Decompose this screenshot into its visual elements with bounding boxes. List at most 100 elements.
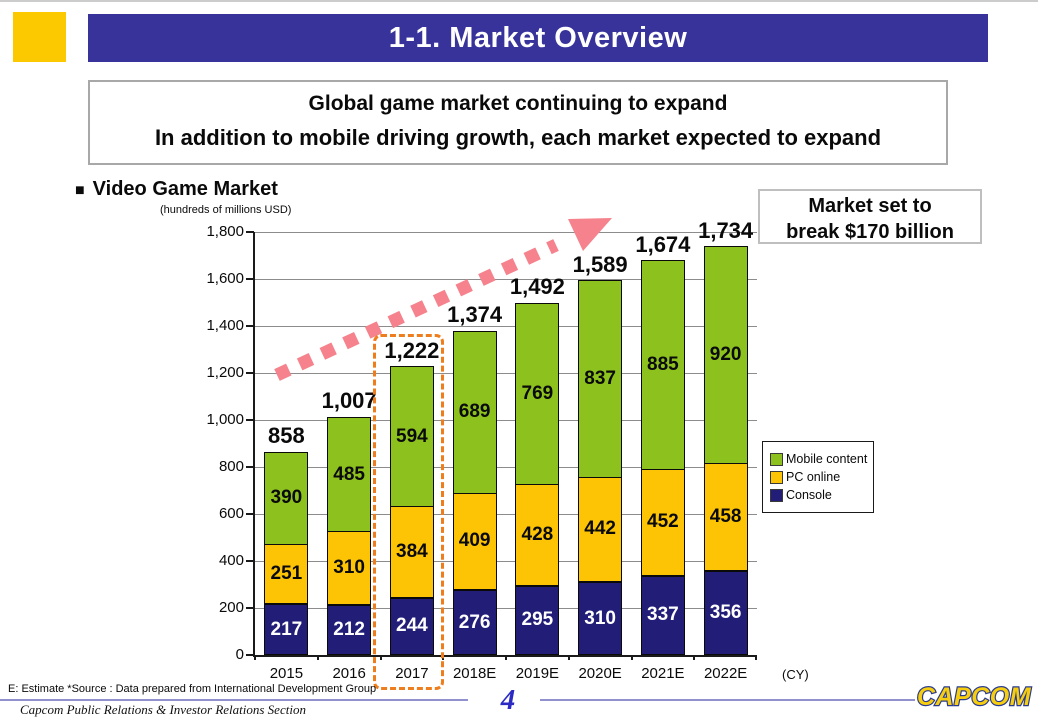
y-axis-labels: 0 200 400 600 800 1,000 1,200 1,400 1,600 1,800	[150, 223, 244, 663]
segment-value-label: 212	[333, 619, 365, 641]
bar-segment-pc-online-2021E: 452	[640, 468, 685, 576]
bar-segment-console-2017: 244	[389, 597, 434, 655]
segment-value-label: 442	[584, 518, 616, 540]
bar-segment-console-2015: 217	[264, 604, 309, 655]
y-tickmark-0	[246, 654, 254, 656]
section-heading-label: Video Game Market	[92, 178, 278, 200]
segment-value-label: 295	[521, 609, 554, 631]
x-axis-label-2015: 2015	[269, 665, 304, 682]
bar-segment-pc-online-2017: 384	[389, 505, 434, 598]
bar-segment-pc-online-2019E: 428	[515, 483, 560, 586]
y-tick-label: 1,600	[206, 270, 244, 287]
section-heading: ■ Video Game Market	[75, 178, 278, 201]
source-note: E: Estimate *Source : Data prepared from…	[8, 683, 377, 695]
chart-legend: Mobile content PC online Console	[762, 441, 874, 513]
y-tickmark-400	[246, 560, 254, 562]
gridline-1,000	[255, 419, 757, 421]
square-bullet-icon: ■	[75, 182, 85, 199]
x-axis-label-2016: 2016	[332, 665, 366, 682]
y-tick-label: 800	[218, 458, 244, 475]
segment-value-label: 485	[333, 463, 365, 485]
legend-item-mobile-content: Mobile content	[770, 452, 873, 466]
x-tickmark	[693, 655, 696, 660]
x-tickmark	[630, 655, 633, 660]
segment-value-label: 409	[458, 530, 491, 552]
segment-value-label: 384	[396, 540, 428, 562]
segment-value-label: 428	[521, 523, 554, 545]
bar-segment-pc-online-2020E: 442	[578, 476, 623, 583]
segment-value-label: 920	[709, 343, 742, 365]
y-tick-label: 0	[235, 646, 244, 663]
y-tickmark-1,800	[246, 231, 254, 233]
bar-segment-mobile-content-2020E: 837	[578, 280, 623, 479]
gridline-200	[255, 607, 757, 609]
y-tick-label: 400	[218, 552, 244, 569]
bar-segment-console-2022E: 356	[703, 571, 748, 655]
y-tickmark-200	[246, 607, 254, 609]
y-tickmark-1,400	[246, 325, 254, 327]
total-label-2016: 1,007	[321, 388, 377, 414]
x-tickmark	[379, 655, 382, 660]
y-tick-label: 1,800	[206, 223, 244, 240]
segment-value-label: 244	[396, 615, 428, 637]
y-tick-label: 1,400	[206, 317, 244, 334]
x-axis-label-2021E: 2021E	[641, 665, 685, 682]
legend-label: Console	[786, 488, 832, 502]
x-axis-label-2019E: 2019E	[515, 665, 560, 682]
x-axis-label-2018E: 2018E	[452, 665, 497, 682]
total-label-2018E: 1,374	[447, 302, 503, 328]
segment-value-label: 458	[709, 505, 742, 527]
segment-value-label: 310	[584, 607, 616, 629]
total-label-2021E: 1,674	[635, 231, 691, 257]
bar-segment-mobile-content-2016: 485	[327, 416, 372, 533]
page-title: 1-1. Market Overview	[388, 21, 688, 54]
market-callout-box: Market set to break $170 billion	[758, 189, 982, 244]
segment-value-label: 594	[396, 425, 428, 447]
y-tick-label: 1,000	[206, 411, 244, 428]
total-label-2019E: 1,492	[509, 274, 565, 300]
footer-divider-right	[540, 699, 915, 701]
footer-divider-left	[0, 699, 468, 701]
capcom-logo-text: CAPCOM	[917, 683, 1032, 711]
callout-line-1: Market set to	[808, 195, 932, 217]
total-label-2020E: 1,589	[572, 251, 628, 277]
legend-item-pc-online: PC online	[770, 470, 873, 484]
axis-unit-label: (hundreds of millions USD)	[160, 204, 292, 216]
title-banner: 1-1. Market Overview	[88, 14, 988, 62]
bar-segment-mobile-content-2021E: 885	[640, 260, 685, 470]
total-label-2022E: 1,734	[698, 217, 754, 243]
x-tickmark	[316, 655, 319, 660]
legend-swatch-icon	[770, 488, 783, 502]
legend-item-console: Console	[770, 488, 873, 502]
segment-value-label: 769	[521, 382, 554, 404]
bar-segment-mobile-content-2019E: 769	[515, 302, 560, 486]
segment-value-label: 452	[647, 510, 679, 532]
segment-value-label: 217	[270, 618, 303, 640]
y-tick-label: 1,200	[206, 364, 244, 381]
subtitle-line-1: Global game market continuing to expand	[308, 92, 728, 115]
callout-line-2: break $170 billion	[786, 221, 954, 243]
bar-segment-mobile-content-2022E: 920	[703, 245, 748, 464]
highlight-2017-box	[373, 334, 444, 690]
bar-segment-console-2019E: 295	[515, 585, 560, 655]
gridline-600	[255, 513, 757, 515]
cy-axis-label: (CY)	[782, 667, 809, 682]
bar-segment-pc-online-2022E: 458	[703, 462, 748, 572]
segment-value-label: 337	[647, 604, 679, 626]
x-tickmark	[567, 655, 570, 660]
total-label-2015: 858	[268, 423, 305, 449]
page-number: 4	[500, 684, 516, 716]
gridline-400	[255, 560, 757, 562]
footer-credit: Capcom Public Relations & Investor Relat…	[20, 702, 306, 717]
bar-segment-console-2018E: 276	[452, 590, 497, 655]
segment-value-label: 276	[458, 611, 491, 633]
subtitle-box: Global game market continuing to expand …	[88, 80, 948, 165]
bar-segment-mobile-content-2018E: 689	[452, 330, 497, 495]
legend-label: PC online	[786, 470, 841, 484]
legend-swatch-icon	[770, 452, 783, 466]
y-tickmark-600	[246, 513, 254, 515]
segment-value-label: 251	[270, 562, 303, 584]
segment-value-label: 356	[709, 602, 742, 624]
segment-value-label: 885	[647, 353, 679, 375]
bar-segment-console-2016: 212	[327, 605, 372, 655]
